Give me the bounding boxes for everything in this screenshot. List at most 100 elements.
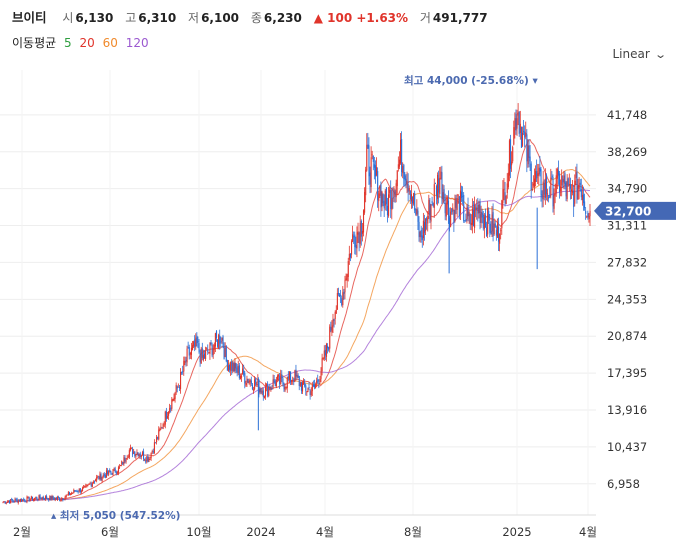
candle-body	[298, 376, 300, 386]
candle-body	[196, 335, 198, 344]
candle-body	[521, 132, 524, 146]
candle-body	[174, 392, 176, 399]
candle-body	[388, 194, 390, 216]
candle-body	[254, 379, 256, 390]
candle-body	[98, 476, 100, 480]
candle-body	[323, 350, 325, 359]
candle-body	[549, 195, 551, 198]
y-tick-label: 24,353	[607, 292, 647, 306]
candle-body	[290, 371, 292, 383]
candle-body	[589, 210, 591, 217]
candle-body	[419, 232, 421, 237]
candle-body	[378, 193, 380, 202]
stock-name: 브이티	[12, 10, 47, 25]
candle-body	[222, 336, 224, 348]
candle-body	[107, 470, 109, 475]
ma-5-label[interactable]: 5	[64, 36, 72, 50]
candle-body	[453, 209, 455, 224]
scale-selector-label: Linear	[612, 47, 650, 61]
candle-body	[494, 223, 496, 228]
candle-body	[325, 344, 328, 357]
candle-body	[163, 424, 165, 426]
candle-body	[562, 178, 564, 183]
candle-body	[465, 219, 467, 221]
candle-body	[360, 221, 362, 237]
candle-body	[498, 226, 500, 242]
candle-body	[67, 492, 69, 495]
candle-body	[119, 466, 121, 468]
candle-body	[574, 180, 576, 204]
candle-body	[40, 497, 42, 500]
candle-body	[236, 367, 238, 373]
candle-body	[567, 178, 569, 185]
candle-body	[509, 139, 512, 169]
scale-selector[interactable]: Linear ⌄	[612, 47, 666, 61]
candle-body	[202, 354, 204, 360]
candle-body	[390, 189, 392, 209]
candle-body	[35, 497, 37, 499]
candle-body	[309, 389, 311, 395]
candle-body	[319, 378, 321, 383]
candle-body	[545, 174, 548, 195]
candle-body	[231, 361, 233, 371]
candle-body	[75, 490, 77, 492]
candle-body	[446, 198, 448, 205]
candle-body	[470, 222, 472, 226]
candle-body	[493, 223, 495, 235]
candle-body	[283, 383, 285, 390]
candle-body	[379, 186, 381, 196]
candle-body	[34, 498, 36, 500]
candle-body	[582, 194, 585, 204]
candle-body	[395, 183, 397, 198]
candle-body	[5, 502, 7, 504]
candle-body	[405, 178, 407, 184]
candle-body	[573, 190, 575, 208]
candle-body	[483, 216, 485, 229]
candle-body	[577, 185, 579, 200]
candle-body	[496, 223, 499, 238]
candle-body	[468, 211, 470, 217]
candle-body	[345, 278, 347, 281]
candle-body	[318, 382, 320, 384]
candle-body	[344, 279, 346, 293]
candle-body	[100, 474, 102, 481]
candle-body	[400, 139, 402, 164]
candle-body	[83, 486, 85, 489]
candle-body	[403, 164, 405, 180]
candle-body	[392, 197, 394, 199]
candle-body	[443, 189, 445, 200]
volume-label: 거	[419, 11, 431, 25]
candle-body	[578, 185, 580, 189]
candle-body	[381, 191, 383, 207]
candle-body	[2, 501, 4, 503]
candle-body	[168, 412, 170, 416]
candle-body	[474, 204, 476, 228]
candle-body	[91, 483, 93, 487]
candle-body	[584, 201, 586, 209]
candle-body	[223, 346, 225, 359]
candle-body	[339, 294, 341, 297]
volume-value: 491,777	[432, 11, 488, 25]
candle-body	[9, 500, 11, 504]
candle-body	[114, 468, 116, 473]
candle-body	[187, 347, 189, 349]
high-value: 6,310	[138, 11, 177, 25]
candle-body	[401, 138, 403, 173]
candle-body	[211, 345, 213, 356]
ma-120-label[interactable]: 120	[125, 36, 149, 50]
candle-body	[247, 379, 249, 383]
candle-body	[367, 144, 369, 149]
candle-body	[429, 203, 431, 221]
candle-body	[242, 368, 244, 375]
ma-60-label[interactable]: 60	[102, 36, 118, 50]
candle-body	[147, 456, 149, 463]
candle-body	[157, 436, 159, 439]
candle-body	[206, 348, 208, 350]
candle-body	[565, 182, 567, 197]
candle-body	[85, 485, 87, 487]
ma-20-label[interactable]: 20	[79, 36, 95, 50]
candle-body	[59, 497, 61, 501]
candle-body	[511, 161, 513, 166]
candle-body	[538, 167, 540, 175]
